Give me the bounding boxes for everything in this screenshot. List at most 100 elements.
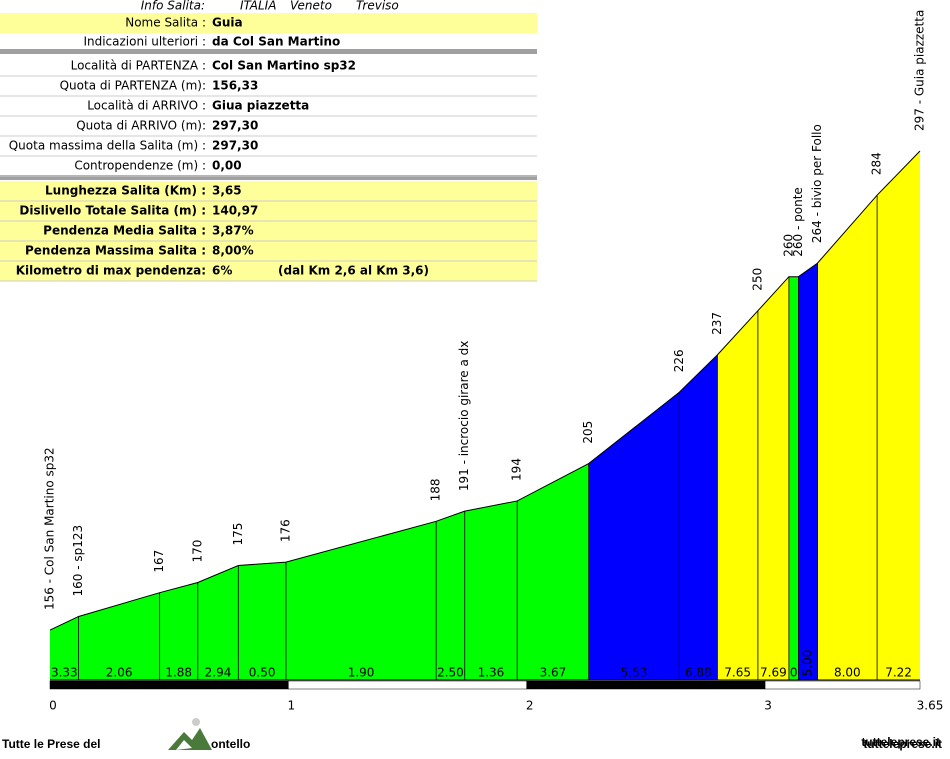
point-label: 226 <box>672 349 686 372</box>
point-label: 170 <box>190 540 204 563</box>
info-header: Treviso <box>356 0 399 13</box>
point-label: 284 <box>870 152 884 175</box>
km-band <box>764 680 921 690</box>
info-header: Veneto <box>290 0 332 13</box>
profile-segment <box>78 592 160 680</box>
point-label: 156 - Col San Martino sp32 <box>43 447 57 610</box>
brand-left: Tutte le Prese del <box>2 737 100 751</box>
info-label: Pendenza Media Salita : <box>43 224 206 238</box>
gradient-label: 2.06 <box>106 666 133 680</box>
gradient-label: 1.36 <box>478 666 505 680</box>
gradient-label: 1.88 <box>165 666 192 680</box>
profile-segment <box>757 276 789 680</box>
point-label: 194 <box>510 458 524 481</box>
info-note: (dal Km 2,6 al Km 3,6) <box>278 264 429 278</box>
profile-segment <box>50 616 79 680</box>
point-label: 175 <box>231 523 245 546</box>
separator <box>0 175 537 180</box>
point-label: 297 - Guia piazzetta <box>913 10 927 131</box>
point-label: 260 <box>781 234 795 257</box>
km-band <box>526 680 766 690</box>
gradient-label: 3.33 <box>51 666 78 680</box>
gradient-label: 3.67 <box>540 666 567 680</box>
brand-right: ontello <box>211 737 250 751</box>
profile-segment <box>464 500 518 680</box>
km-band <box>49 680 289 690</box>
profile-segment <box>798 263 818 680</box>
profile-segment <box>238 562 286 680</box>
info-label: Pendenza Massima Salita : <box>25 244 206 258</box>
site: tutteleprese.it <box>861 735 940 749</box>
gradient-label: 8.00 <box>834 666 861 680</box>
info-value: Guia <box>212 16 243 30</box>
gradient-label: 2.50 <box>437 666 464 680</box>
x-tick-label: 0 <box>49 699 57 713</box>
info-value: 140,97 <box>212 204 258 218</box>
info-value: Col San Martino sp32 <box>212 59 356 73</box>
point-label: 250 <box>750 268 764 291</box>
km-band <box>288 680 527 690</box>
info-value: 297,30 <box>212 139 258 153</box>
x-tick-label: 3.65 <box>917 699 944 713</box>
info-label: Quota di PARTENZA (m): <box>60 79 206 93</box>
profile-segment <box>285 521 437 680</box>
cloud <box>192 718 200 726</box>
info-value: da Col San Martino <box>212 35 340 49</box>
info-value: 297,30 <box>212 119 258 133</box>
point-label: 260 - ponte <box>791 187 805 257</box>
profile-segment <box>588 392 680 680</box>
profile-segment <box>159 582 198 680</box>
gradient-label: 6.88 <box>685 666 712 680</box>
info-label: Nome Salita : <box>125 16 206 30</box>
site-shadow: tutteleprese.it <box>863 737 942 751</box>
profile-segment <box>436 511 465 680</box>
info-label: Quota di ARRIVO (m): <box>76 119 206 133</box>
x-tick-label: 3 <box>764 699 772 713</box>
summary-bg <box>0 181 537 281</box>
mountain-trail <box>176 740 192 750</box>
point-label: 237 <box>710 312 724 335</box>
profile-segment <box>679 354 718 680</box>
gradient-label: 2.94 <box>205 666 232 680</box>
profile-segment <box>517 463 589 680</box>
x-tick-label: 1 <box>288 699 296 713</box>
info-label: Kilometro di max pendenza: <box>16 264 206 278</box>
point-label: 188 <box>429 478 443 501</box>
gradient-label: 0 <box>790 666 798 680</box>
point-label: 191 - incrocio girare a dx <box>457 341 471 492</box>
title-row-bg <box>0 13 537 33</box>
info-label: Lunghezza Salita (Km) : <box>45 184 206 198</box>
gradient-label: 1.90 <box>348 666 375 680</box>
info-label: Contropendenze (m) : <box>74 159 206 173</box>
info-value: 0,00 <box>212 159 242 173</box>
info-value: Giua piazzetta <box>212 99 309 113</box>
point-label: 205 <box>581 421 595 444</box>
profile-segment <box>788 276 799 680</box>
info-label: Indicazioni ulteriori : <box>83 35 206 49</box>
profile-line <box>49 150 921 631</box>
mountain <box>168 728 212 750</box>
profile-segment <box>877 151 920 680</box>
profile-segment <box>817 195 878 680</box>
gradient-label: 7.22 <box>885 666 912 680</box>
separator <box>0 49 537 54</box>
gradient-label: 5.00 <box>800 650 814 677</box>
info-value: 8,00% <box>212 244 254 258</box>
point-label: 176 <box>278 519 292 542</box>
point-label: 160 - sp123 <box>71 525 85 597</box>
profile-segment <box>197 565 239 680</box>
gradient-label: 0.50 <box>249 666 276 680</box>
info-header: Info Salita: <box>141 0 205 13</box>
info-header: ITALIA <box>240 0 276 13</box>
footer-icon <box>168 718 212 750</box>
gradient-label: 7.69 <box>760 666 787 680</box>
info-value: 3,65 <box>212 184 242 198</box>
info-value: 156,33 <box>212 79 258 93</box>
point-label: 167 <box>152 550 166 573</box>
point-label: 264 - bivio per Follo <box>810 124 824 243</box>
gradient-label: 7.65 <box>724 666 751 680</box>
x-tick-label: 2 <box>526 699 534 713</box>
info-label: Località di ARRIVO : <box>87 99 206 113</box>
gradient-label: 5.53 <box>621 666 648 680</box>
